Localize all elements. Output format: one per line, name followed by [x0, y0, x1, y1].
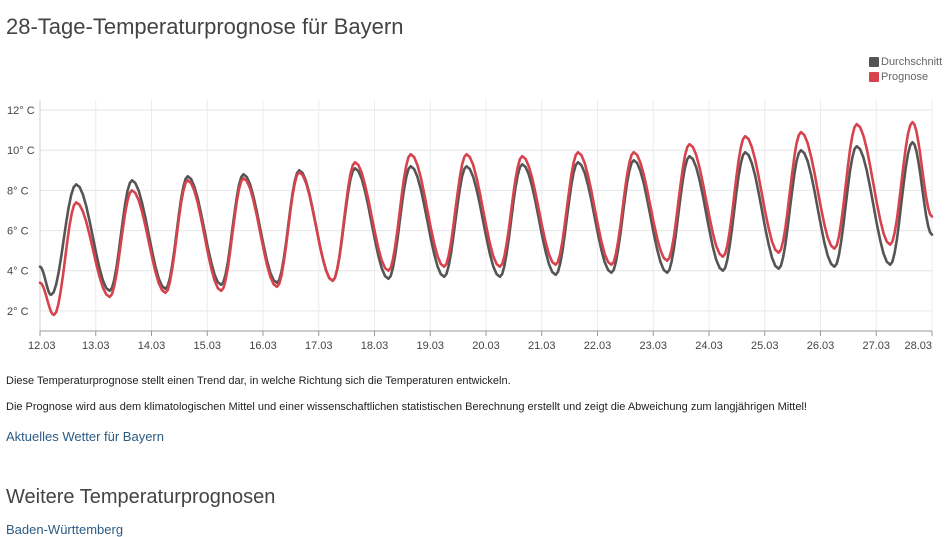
y-tick-label-3: 8° C: [7, 185, 29, 197]
legend-item-durchschnitt[interactable]: Durchschnitt: [869, 54, 942, 69]
y-tick-label-1: 4° C: [7, 266, 29, 278]
temperature-chart: 2° C 4° C 6° C 8° C 10° C 12° C 12.03 13.03 14.0…: [7, 100, 934, 352]
legend-item-prognose[interactable]: Prognose: [869, 69, 942, 84]
x-tick-label-16: 28.03: [904, 340, 932, 352]
section-title: Weitere Temperaturprognosen: [6, 486, 276, 508]
legend-swatch-durchschnitt: [869, 56, 879, 67]
x-tick-label-2: 14.03: [138, 340, 166, 352]
legend-label-durchschnitt: Durchschnitt: [881, 55, 943, 68]
x-tick-label-12: 24.03: [695, 340, 723, 352]
x-tick-label-15: 27.03: [862, 340, 890, 352]
x-tick-label-0: 12.03: [28, 340, 56, 352]
legend-label-prognose: Prognose: [881, 70, 929, 83]
page-title: 28-Tage-Temperaturprognose für Bayern: [6, 14, 404, 39]
current-weather-link[interactable]: Aktuelles Wetter für Bayern: [6, 429, 164, 444]
x-tick-label-6: 18.03: [361, 340, 389, 352]
series-line-prognose: [38, 120, 934, 317]
x-tick-label-8: 20.03: [472, 340, 500, 352]
legend-swatch-prognose: [869, 71, 879, 82]
y-tick-label-4: 10° C: [7, 145, 35, 157]
x-tick-label-7: 19.03: [416, 340, 444, 352]
x-tick-label-5: 17.03: [305, 340, 333, 352]
x-tick-label-10: 22.03: [584, 340, 612, 352]
description-trend: Diese Temperaturprognose stellt einen Tr…: [6, 375, 511, 387]
x-tick-label-9: 21.03: [528, 340, 556, 352]
y-tick-label-0: 2° C: [7, 306, 29, 318]
x-tick-label-4: 16.03: [249, 340, 277, 352]
y-tick-label-5: 12° C: [7, 105, 35, 117]
y-tick-label-2: 6° C: [7, 226, 29, 238]
chart-legend: Durchschnitt Prognose: [869, 54, 942, 84]
x-tick-label-3: 15.03: [193, 340, 221, 352]
more-link-baden-wuerttemberg[interactable]: Baden-Württemberg: [6, 522, 124, 537]
x-tick-label-13: 25.03: [751, 340, 779, 352]
x-tick-label-1: 13.03: [82, 340, 110, 352]
x-tick-label-11: 23.03: [639, 340, 667, 352]
description-method: Die Prognose wird aus dem klimatologisch…: [6, 401, 807, 413]
x-tick-label-14: 26.03: [807, 340, 835, 352]
